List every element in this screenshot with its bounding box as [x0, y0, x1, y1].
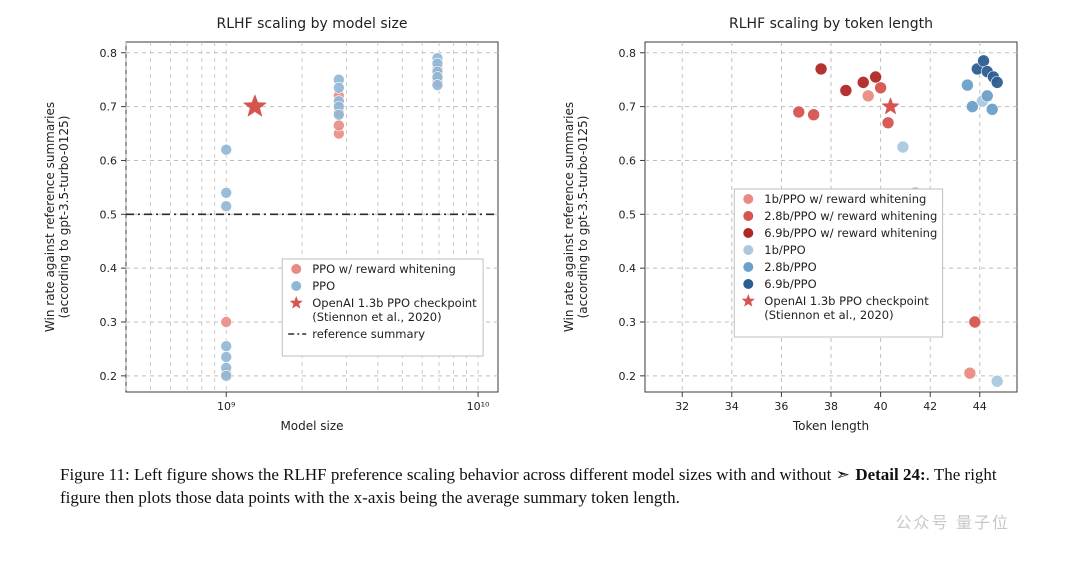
y-tick-label: 0.3 — [619, 316, 637, 329]
y-tick-label: 0.7 — [100, 101, 118, 114]
star-marker — [882, 98, 899, 114]
data-point — [986, 103, 998, 115]
data-point — [221, 144, 232, 155]
legend-label: PPO w/ reward whitening — [312, 262, 456, 276]
figure-container: RLHF scaling by model size 0.2 0.3 0.4 0.5 0.… — [0, 0, 1080, 563]
y-tick-label: 0.5 — [619, 208, 637, 221]
x-tick-label: 44 — [973, 400, 987, 413]
legend-label: reference summary — [312, 327, 425, 341]
data-point — [432, 80, 443, 91]
data-point — [969, 316, 981, 328]
legend-label: 1b/PPO w/ reward whitening — [764, 192, 926, 206]
legend-marker — [291, 281, 301, 291]
data-point — [808, 109, 820, 121]
y-tick-label: 0.2 — [100, 370, 118, 383]
data-point — [964, 367, 976, 379]
y-tick-label: 0.2 — [619, 370, 637, 383]
y-axis-label: Win rate against reference summaries(acc… — [562, 102, 590, 332]
caption-text1: Left figure shows the RLHF preference sc… — [134, 465, 836, 484]
legend-label: 6.9b/PPO w/ reward whitening — [764, 226, 937, 240]
data-point — [221, 370, 232, 381]
legend-marker — [743, 194, 753, 204]
y-tick-label: 0.6 — [619, 154, 637, 167]
data-point — [857, 76, 869, 88]
figure-caption: Figure 11: Left figure shows the RLHF pr… — [60, 464, 1030, 509]
legend-marker — [743, 262, 753, 272]
legend-label: (Stiennon et al., 2020) — [764, 308, 893, 322]
left-chart-svg: RLHF scaling by model size 0.2 0.3 0.4 0.5 0.… — [30, 10, 525, 450]
y-tick-label: 0.8 — [619, 47, 637, 60]
caption-prefix: Figure 11: — [60, 465, 134, 484]
x-axis-label: Model size — [280, 419, 343, 433]
data-point — [333, 120, 344, 131]
data-point — [333, 82, 344, 93]
y-tick-label: 0.3 — [100, 316, 118, 329]
x-tick-label: 32 — [675, 400, 689, 413]
x-tick-label: 38 — [824, 400, 838, 413]
x-tick-label: 42 — [923, 400, 937, 413]
legend-label: PPO — [312, 279, 335, 293]
left-chart-cell: RLHF scaling by model size 0.2 0.3 0.4 0.5 0.… — [30, 10, 525, 450]
legend-label: 1b/PPO — [764, 243, 805, 257]
y-tick-label: 0.7 — [619, 101, 637, 114]
data-point — [840, 84, 852, 96]
watermark: 公众号 量子位 — [896, 509, 1010, 533]
right-chart-cell: RLHF scaling by token length 0.2 0.3 0.4 0.5… — [549, 10, 1044, 450]
data-point — [815, 63, 827, 75]
data-point — [221, 341, 232, 352]
legend-marker — [743, 211, 753, 221]
charts-row: RLHF scaling by model size 0.2 0.3 0.4 0.5 0.… — [30, 10, 1060, 450]
legend-label: 6.9b/PPO — [764, 277, 816, 291]
data-point — [862, 90, 874, 102]
x-axis-label: Token length — [792, 419, 869, 433]
data-point — [875, 82, 887, 94]
data-point — [221, 352, 232, 363]
y-tick-label: 0.4 — [619, 262, 637, 275]
legend-marker — [743, 245, 753, 255]
data-point — [966, 101, 978, 113]
data-point — [961, 79, 973, 91]
data-point — [991, 375, 1003, 387]
legend-label: (Stiennon et al., 2020) — [312, 310, 441, 324]
data-point — [221, 317, 232, 328]
legend-label: OpenAI 1.3b PPO checkpoint — [312, 296, 477, 310]
x-tick-label: 34 — [725, 400, 739, 413]
x-tick-label: 10¹⁰ — [467, 400, 490, 413]
legend-label: 2.8b/PPO w/ reward whitening — [764, 209, 937, 223]
data-point — [978, 55, 990, 67]
data-point — [991, 76, 1003, 88]
data-point — [870, 71, 882, 83]
data-point — [333, 109, 344, 120]
caption-detail: Detail 24: — [855, 465, 925, 484]
data-point — [981, 90, 993, 102]
y-tick-label: 0.6 — [100, 154, 118, 167]
data-point — [221, 187, 232, 198]
y-tick-label: 0.4 — [100, 262, 118, 275]
legend-label: 2.8b/PPO — [764, 260, 816, 274]
y-tick-label: 0.5 — [100, 208, 118, 221]
legend-marker — [743, 279, 753, 289]
data-point — [897, 141, 909, 153]
chart-title: RLHF scaling by token length — [729, 16, 933, 32]
data-point — [793, 106, 805, 118]
x-tick-label: 36 — [774, 400, 788, 413]
legend-marker — [291, 264, 301, 274]
y-tick-label: 0.8 — [100, 47, 118, 60]
data-point — [882, 117, 894, 129]
chart-title: RLHF scaling by model size — [217, 16, 408, 32]
data-point — [221, 201, 232, 212]
legend-marker — [743, 228, 753, 238]
x-tick-label: 10⁹ — [217, 400, 235, 413]
star-marker — [244, 95, 267, 117]
y-axis-label: Win rate against reference summaries(acc… — [43, 102, 71, 332]
x-tick-label: 40 — [874, 400, 888, 413]
arrow-icon: ➣ — [836, 465, 856, 485]
legend-label: OpenAI 1.3b PPO checkpoint — [764, 294, 929, 308]
right-chart-svg: RLHF scaling by token length 0.2 0.3 0.4 0.5… — [549, 10, 1044, 450]
